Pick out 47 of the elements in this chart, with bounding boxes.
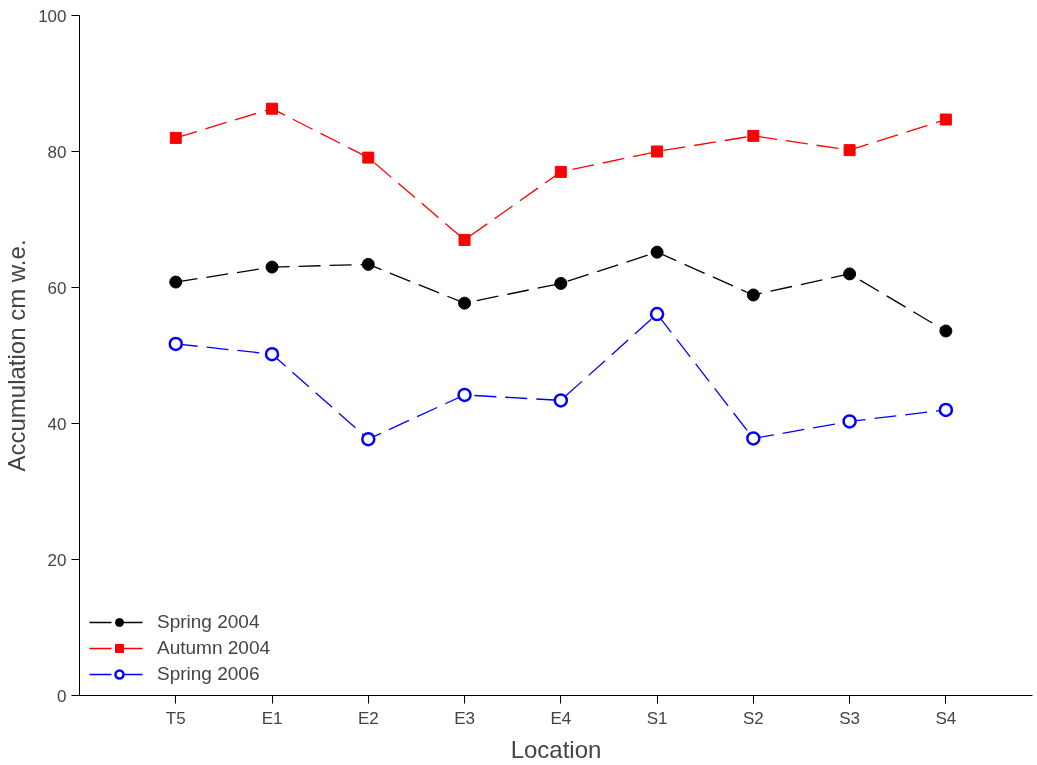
point bbox=[746, 288, 760, 302]
point bbox=[168, 336, 184, 352]
point bbox=[362, 151, 375, 164]
point bbox=[746, 431, 761, 446]
point bbox=[649, 306, 665, 322]
point bbox=[361, 257, 375, 271]
x-tick-label: S3 bbox=[839, 708, 860, 728]
point bbox=[938, 402, 954, 418]
point bbox=[939, 113, 952, 126]
x-tick-label: S1 bbox=[646, 708, 668, 728]
legend-label: Autumn 2004 bbox=[157, 637, 271, 659]
x-tick-label: E4 bbox=[550, 708, 572, 728]
y-axis-title: Accumulation cm w.e. bbox=[3, 239, 31, 472]
x-tick-label: E1 bbox=[261, 708, 283, 728]
point bbox=[939, 324, 953, 338]
point bbox=[843, 144, 856, 157]
point bbox=[554, 165, 567, 178]
point bbox=[169, 275, 183, 289]
legend-label: Spring 2004 bbox=[157, 611, 260, 633]
y-tick-label: 20 bbox=[47, 550, 67, 570]
x-tick-label: T5 bbox=[165, 708, 186, 728]
y-tick-label: 0 bbox=[57, 686, 67, 706]
point bbox=[361, 431, 376, 447]
point bbox=[842, 414, 857, 429]
point bbox=[265, 260, 279, 274]
x-tick-label: E2 bbox=[357, 708, 379, 728]
x-tick-label: S4 bbox=[935, 708, 957, 728]
y-tick-label: 80 bbox=[47, 142, 67, 162]
point bbox=[747, 129, 760, 142]
y-tick-label: 60 bbox=[47, 278, 67, 298]
point bbox=[650, 245, 664, 259]
x-tick-label: S2 bbox=[742, 708, 764, 728]
point bbox=[458, 233, 471, 246]
y-tick-label: 40 bbox=[47, 414, 67, 434]
legend-label: Spring 2006 bbox=[157, 663, 260, 685]
y-tick-label: 100 bbox=[38, 6, 67, 26]
x-axis-title: Location bbox=[510, 735, 602, 763]
point bbox=[554, 276, 568, 290]
point bbox=[843, 267, 857, 281]
point bbox=[264, 346, 280, 362]
point bbox=[458, 296, 472, 310]
x-tick-label: E3 bbox=[454, 708, 475, 728]
point bbox=[266, 102, 279, 115]
point bbox=[553, 393, 569, 408]
point bbox=[457, 387, 472, 403]
point bbox=[651, 145, 664, 158]
point bbox=[169, 131, 182, 144]
